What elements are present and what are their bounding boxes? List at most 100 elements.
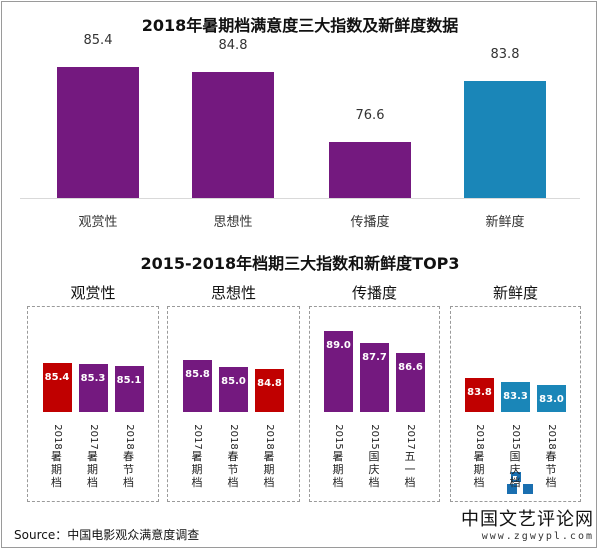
- group-1-category-2: 2018 暑期档: [255, 424, 283, 489]
- category-year: 2015: [333, 424, 344, 450]
- category-char: 春: [227, 450, 239, 463]
- top-chart-title: 2018年暑期档满意度三大指数及新鲜度数据: [141, 16, 459, 35]
- group-3-bar-1: [501, 382, 530, 412]
- category-char: 暑: [473, 450, 485, 463]
- category-label-3: 新鲜度: [485, 215, 525, 230]
- category-char: 庆: [368, 463, 380, 476]
- value-label-1: 84.8: [218, 38, 248, 54]
- category-char: 期: [473, 463, 485, 476]
- group-3-value-0: 83.8: [467, 386, 492, 398]
- group-3-bar-2: [537, 385, 566, 412]
- group-3-category-0: 2018 暑期档: [465, 424, 493, 489]
- group-3-value-2: 83.0: [539, 394, 564, 405]
- bar-3: [464, 80, 546, 198]
- category-char: 节: [123, 463, 134, 476]
- group-box-3: [450, 306, 581, 502]
- group-2-value-1: 87.7: [362, 351, 387, 363]
- group-3-category-1: 2015 国庆档: [501, 424, 529, 489]
- category-char: 期: [51, 463, 62, 476]
- category-char: 春: [123, 450, 134, 463]
- group-1-bar-0: [183, 359, 212, 412]
- group-2-category-1: 2015 国庆档: [360, 424, 388, 489]
- category-char: 五: [404, 450, 416, 463]
- watermark-logo-icon: [507, 472, 533, 494]
- category-char: 期: [191, 463, 203, 476]
- category-char: 档: [191, 476, 203, 489]
- group-3-value-1: 83.3: [503, 391, 528, 403]
- group-box-1: [167, 306, 300, 502]
- baseline: [20, 198, 580, 199]
- category-char: 档: [509, 476, 521, 489]
- group-title-2: 传播度: [351, 284, 397, 302]
- category-char: 档: [123, 476, 134, 489]
- group-box-0: [27, 306, 159, 502]
- category-char: 节: [227, 463, 239, 476]
- category-char: 档: [51, 476, 62, 489]
- category-year: 2017: [87, 424, 99, 450]
- category-char: 暑: [332, 450, 344, 463]
- category-char: 庆: [509, 463, 521, 476]
- bar-0: [57, 67, 139, 198]
- category-char: 档: [473, 476, 485, 489]
- category-label-0: 观赏性: [78, 215, 118, 230]
- group-0-category-1: 2017 暑期档: [79, 424, 107, 489]
- source-note: Source：中国电影观众满意度调查: [14, 528, 200, 542]
- group-0-category-2: 2018 春节档: [115, 424, 143, 489]
- group-3-category-2: 2018 春节档: [537, 424, 565, 489]
- group-2-bar-2: [396, 352, 425, 412]
- category-year: 2018: [264, 424, 275, 450]
- group-1-value-2: 84.8: [257, 377, 282, 389]
- group-1-value-0: 85.8: [185, 368, 210, 380]
- watermark-url: www.zgwypl.com: [481, 531, 594, 542]
- category-char: 档: [368, 476, 380, 489]
- category-year: 2018: [474, 424, 485, 450]
- category-char: 档: [87, 476, 98, 489]
- category-char: 期: [87, 463, 98, 476]
- category-char: 档: [227, 476, 239, 489]
- group-1-bar-2: [255, 368, 284, 412]
- category-char: 节: [545, 463, 557, 476]
- group-box-2: [309, 306, 440, 502]
- category-year: 2017: [405, 424, 416, 450]
- group-0-bar-1: [78, 364, 108, 412]
- category-char: 一: [404, 463, 416, 476]
- category-char: 国: [509, 450, 521, 463]
- category-char: 档: [263, 476, 275, 489]
- group-3-bar-0: [465, 377, 494, 412]
- group-0-value-0: 85.4: [44, 372, 70, 384]
- group-2-bar-0: [324, 331, 353, 412]
- category-year: 2015: [369, 424, 380, 450]
- group-0-value-2: 85.1: [116, 375, 142, 387]
- category-label-2: 传播度: [350, 215, 390, 230]
- category-char: 暑: [263, 450, 275, 463]
- bar-1: [192, 72, 274, 198]
- value-label-3: 83.8: [490, 46, 520, 62]
- group-title-0: 观赏性: [70, 284, 116, 302]
- category-year: 2017: [192, 424, 203, 450]
- watermark-text: 中国文艺评论网: [461, 509, 594, 530]
- category-year: 2015: [510, 424, 521, 450]
- group-2-category-2: 2017 五一档: [396, 424, 424, 489]
- value-label-0: 85.4: [83, 33, 113, 49]
- group-0-bar-0: [42, 363, 72, 412]
- category-year: 2018: [546, 424, 557, 450]
- group-2-value-2: 86.6: [398, 361, 423, 373]
- category-char: 暑: [191, 450, 203, 463]
- group-0-value-1: 85.3: [80, 373, 106, 385]
- category-year: 2018: [51, 424, 63, 450]
- group-2-category-0: 2015 暑期档: [324, 424, 352, 489]
- category-char: 暑: [87, 450, 98, 463]
- category-char: 档: [404, 476, 416, 489]
- group-title-1: 思想性: [210, 284, 256, 302]
- category-label-1: 思想性: [213, 215, 253, 230]
- category-char: 期: [263, 463, 275, 476]
- group-2-bar-1: [360, 342, 389, 412]
- group-0-bar-2: [114, 366, 144, 412]
- category-char: 春: [545, 450, 557, 463]
- group-1-category-1: 2018 春节档: [219, 424, 247, 489]
- category-char: 暑: [51, 450, 62, 463]
- category-char: 期: [332, 463, 344, 476]
- group-2-value-0: 89.0: [326, 340, 351, 351]
